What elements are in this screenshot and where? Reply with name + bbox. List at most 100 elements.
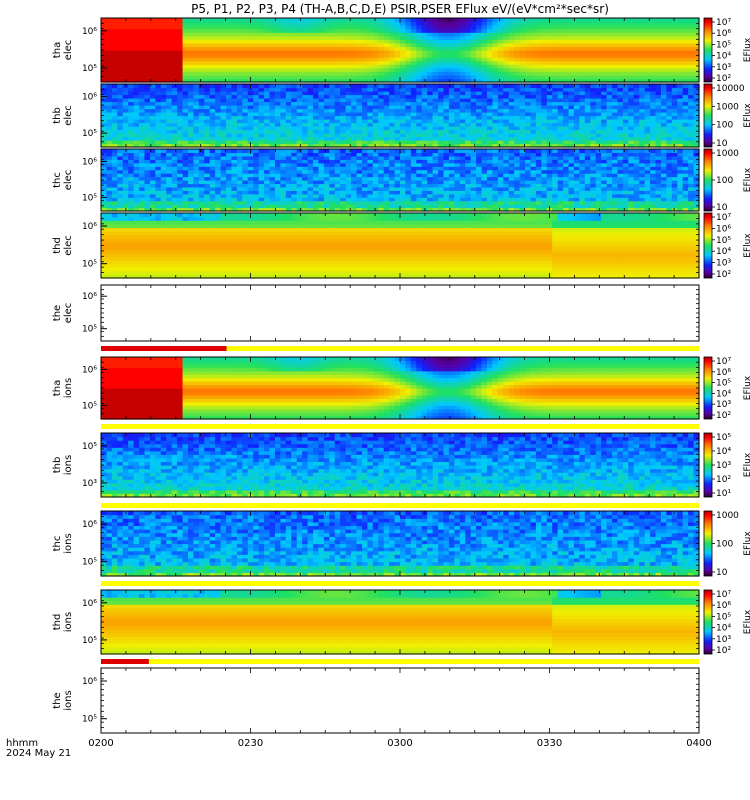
spectrogram-cell (671, 105, 678, 110)
spectrogram-cell (253, 25, 260, 30)
spectrogram-cell (666, 28, 673, 33)
spectrogram-cell (563, 119, 570, 124)
spectrogram-cell (465, 32, 472, 37)
spectrogram-cell (476, 21, 483, 26)
spectrogram-cell (209, 207, 216, 212)
spectrogram-cell (573, 18, 580, 23)
spectrogram-cell (307, 53, 314, 58)
spectrogram-cell (177, 159, 184, 164)
spectrogram-cell (579, 74, 586, 80)
spectrogram-cell (171, 140, 178, 145)
spectrogram-cell (307, 126, 314, 131)
spectrogram-cell (258, 112, 265, 117)
spectrogram-cell (177, 183, 184, 188)
spectrogram-cell (671, 46, 678, 51)
spectrogram-cell (111, 84, 118, 89)
spectrogram-cell (171, 193, 178, 198)
spectrogram-cell (313, 18, 320, 23)
spectrogram-cell (552, 143, 559, 148)
spectrogram-cell (177, 46, 184, 51)
spectrogram-cell (274, 204, 281, 209)
spectrogram-cell (590, 28, 597, 33)
spectrogram-cell (497, 78, 504, 83)
spectrogram-cell (617, 25, 624, 30)
spectrogram-cell (139, 74, 146, 80)
spectrogram-cell (492, 115, 499, 120)
spectrogram-cell (525, 32, 532, 37)
spectrogram-cell (400, 71, 407, 76)
spectrogram-cell (215, 180, 222, 185)
spectrogram-cell (535, 101, 542, 106)
spectrogram-cell (416, 105, 423, 110)
spectrogram-cell (579, 57, 586, 62)
spectrogram-cell (584, 21, 591, 26)
spectrogram-cell (274, 94, 281, 99)
spectrogram-cell (313, 101, 320, 106)
spectrogram-cell (323, 173, 330, 178)
spectrogram-cell (193, 39, 200, 44)
spectrogram-cell (606, 101, 613, 106)
spectrogram-cell (318, 74, 325, 80)
spectrogram-cell (198, 122, 205, 127)
spectrogram-cell (117, 122, 124, 127)
spectrogram-cell (171, 183, 178, 188)
spectrogram-cell (285, 200, 292, 205)
spectrogram-cell (340, 18, 347, 23)
spectrogram-cell (182, 126, 189, 131)
spectrogram-cell (111, 78, 118, 83)
spectrogram-cell (372, 133, 379, 138)
spectrogram-cell (285, 190, 292, 195)
spectrogram-cell (122, 122, 129, 127)
spectrogram-cell (253, 166, 260, 171)
spectrogram-cell (584, 101, 591, 106)
spectrogram-cell (340, 152, 347, 157)
spectrogram-cell (617, 60, 624, 65)
spectrogram-cell (552, 133, 559, 138)
spectrogram-cell (193, 32, 200, 37)
spectrogram-cell (345, 200, 352, 205)
spectrogram-cell (149, 39, 156, 44)
spectrogram-cell (285, 94, 292, 99)
spectrogram-cell (688, 108, 695, 113)
spectrogram-cell (438, 112, 445, 117)
spectrogram-cell (465, 98, 472, 103)
spectrogram-cell (405, 39, 412, 44)
spectrogram-cell (519, 42, 526, 48)
spectrogram-cell (296, 143, 303, 148)
spectrogram-cell (688, 71, 695, 76)
spectrogram-cell (660, 98, 667, 103)
spectrogram-cell (617, 67, 624, 72)
spectrogram-cell (372, 140, 379, 145)
spectrogram-cell (525, 122, 532, 127)
spectrogram-cell (144, 180, 151, 185)
spectrogram-cell (573, 133, 580, 138)
spectrogram-cell (264, 133, 271, 138)
spectrogram-cell (340, 207, 347, 212)
spectrogram-cell (438, 25, 445, 30)
spectrogram-cell (443, 108, 450, 113)
spectrogram-cell (617, 21, 624, 26)
spectrogram-cell (492, 126, 499, 131)
spectrogram-cell (470, 126, 477, 131)
spectrogram-cell (231, 87, 238, 92)
spectrogram-cell (459, 136, 466, 141)
spectrogram-cell (568, 57, 575, 62)
spectrogram-cell (563, 53, 570, 58)
spectrogram-cell (601, 25, 608, 30)
spectrogram-cell (383, 105, 390, 110)
spectrogram-cell (209, 25, 216, 30)
spectrogram-cell (340, 101, 347, 106)
spectrogram-cell (247, 39, 254, 44)
spectrogram-cell (443, 46, 450, 51)
spectrogram-cell (160, 190, 167, 195)
spectrogram-cell (486, 133, 494, 138)
spectrogram-cell (601, 115, 608, 120)
spectrogram-cell (503, 115, 510, 120)
spectrogram-cell (383, 108, 390, 113)
spectrogram-cell (117, 207, 124, 212)
spectrogram-cell (318, 98, 325, 103)
spectrogram-cell (296, 60, 303, 65)
spectrogram-cell (274, 18, 281, 23)
spectrogram-cell (427, 87, 434, 92)
spectrogram-cell (258, 140, 265, 145)
